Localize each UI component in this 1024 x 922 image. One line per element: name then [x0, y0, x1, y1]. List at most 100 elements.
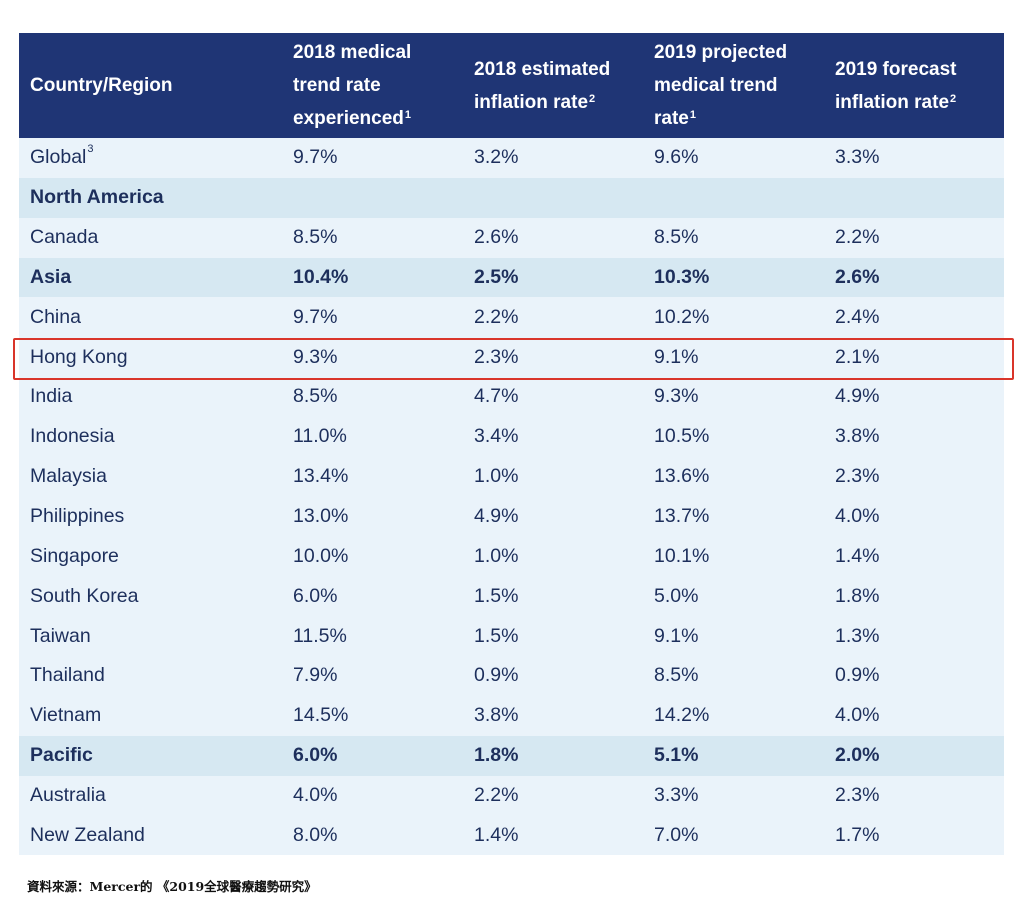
cell-v3: 10.2% — [654, 305, 710, 328]
cell-v4: 1.8% — [835, 584, 880, 607]
cell-country: Australia — [30, 783, 106, 806]
table-row: Indonesia 11.0% 3.4% 10.5% 3.8% — [19, 416, 1004, 457]
cell-country: Vietnam — [30, 704, 102, 727]
cell-v3: 9.3% — [654, 385, 699, 408]
cell-country: New Zealand — [30, 823, 145, 846]
table-row: Taiwan 11.5% 1.5% 9.1% 1.3% — [19, 616, 1004, 656]
cell-v1: 6.0% — [293, 744, 338, 767]
cell-v2: 1.0% — [474, 544, 519, 567]
cell-country: Thailand — [30, 664, 105, 687]
cell-v4: 1.4% — [835, 544, 880, 567]
cell-v1: 10.4% — [293, 265, 349, 288]
cell-v2: 4.7% — [474, 385, 519, 408]
cell-v4: 4.9% — [835, 385, 880, 408]
cell-v1: 4.0% — [293, 783, 338, 806]
cell-country: Philippines — [30, 505, 125, 528]
table-row: China 9.7% 2.2% 10.2% 2.4% — [19, 297, 1004, 338]
cell-v3: 5.0% — [654, 584, 699, 607]
cell-v2: 1.8% — [474, 744, 519, 767]
cell-v2: 0.9% — [474, 664, 519, 687]
cell-v2: 3.2% — [474, 146, 519, 169]
cell-v4: 3.3% — [835, 146, 880, 169]
table-row: Hong Kong 9.3% 2.3% 9.1% 2.1% — [19, 337, 1004, 378]
cell-v2: 1.0% — [474, 465, 519, 488]
cell-v4: 2.6% — [835, 265, 880, 288]
cell-v3: 10.3% — [654, 265, 710, 288]
cell-country: Global3 — [30, 143, 94, 169]
cell-v1: 9.7% — [293, 146, 338, 169]
cell-v2: 3.4% — [474, 425, 519, 448]
cell-v1: 9.7% — [293, 305, 338, 328]
table-row: Vietnam 14.5% 3.8% 14.2% 4.0% — [19, 695, 1004, 736]
cell-v2: 1.5% — [474, 584, 519, 607]
cell-v3: 8.5% — [654, 226, 699, 249]
cell-v2: 3.8% — [474, 704, 519, 727]
cell-v3: 13.7% — [654, 505, 710, 528]
table-row: Canada 8.5% 2.6% 8.5% 2.2% — [19, 217, 1004, 258]
header-2019-medical-trend: 2019 projected medical trend rate1 — [654, 42, 788, 129]
cell-country: Hong Kong — [30, 345, 128, 368]
medical-trend-table: Country/Region 2018 medical trend rate e… — [19, 33, 1004, 856]
table-row: Australia 4.0% 2.2% 3.3% 2.3% — [19, 775, 1004, 816]
header-2018-medical-trend: 2018 medical trend rate experienced1 — [293, 42, 412, 129]
cell-v1: 11.0% — [293, 425, 347, 448]
table-row: Thailand 7.9% 0.9% 8.5% 0.9% — [19, 655, 1004, 696]
highlight-box-hong-kong — [13, 338, 1014, 380]
cell-country: India — [30, 385, 73, 408]
cell-country: Asia — [30, 265, 72, 288]
table-group-row: Asia 10.4% 2.5% 10.3% 2.6% — [19, 257, 1004, 298]
cell-country: Singapore — [30, 544, 119, 567]
cell-v3: 9.1% — [654, 624, 699, 647]
table-row: South Korea 6.0% 1.5% 5.0% 1.8% — [19, 576, 1004, 617]
table-row: Philippines 13.0% 4.9% 13.7% 4.0% — [19, 496, 1004, 537]
cell-v1: 11.5% — [293, 624, 347, 647]
table-row: Singapore 10.0% 1.0% 10.1% 1.4% — [19, 536, 1004, 577]
cell-v2: 2.5% — [474, 265, 519, 288]
table-group-row: North America — [19, 177, 1004, 218]
cell-v2: 2.2% — [474, 305, 519, 328]
table-row: Global3 9.7% 3.2% 9.6% 3.3% — [19, 138, 1004, 178]
cell-country: Malaysia — [30, 465, 107, 488]
cell-v4: 2.1% — [835, 345, 880, 368]
cell-v4: 2.0% — [835, 744, 880, 767]
cell-v4: 2.4% — [835, 305, 880, 328]
cell-v2: 2.2% — [474, 783, 519, 806]
table-header: Country/Region 2018 medical trend rate e… — [19, 33, 1004, 138]
cell-country: Canada — [30, 226, 99, 249]
header-2018-inflation: 2018 estimated inflation rate2 — [474, 58, 611, 113]
cell-v3: 9.6% — [654, 146, 699, 169]
cell-v4: 1.3% — [835, 624, 880, 647]
table-row: New Zealand 8.0% 1.4% 7.0% 1.7% — [19, 815, 1004, 856]
cell-v3: 10.1% — [654, 544, 710, 567]
cell-v2: 1.4% — [474, 823, 519, 846]
cell-country: Taiwan — [30, 624, 91, 647]
cell-v1: 13.4% — [293, 465, 349, 488]
cell-v1: 8.5% — [293, 226, 338, 249]
cell-v2: 2.3% — [474, 345, 519, 368]
cell-v1: 13.0% — [293, 505, 349, 528]
cell-v4: 2.3% — [835, 465, 880, 488]
cell-v1: 8.5% — [293, 385, 338, 408]
cell-v3: 8.5% — [654, 664, 699, 687]
cell-v3: 9.1% — [654, 345, 699, 368]
table-body: Global3 9.7% 3.2% 9.6% 3.3% North America Cana… — [19, 138, 1004, 856]
cell-v4: 4.0% — [835, 704, 880, 727]
header-country-region: Country/Region — [30, 75, 173, 96]
cell-v1: 9.3% — [293, 345, 338, 368]
header-2019-inflation: 2019 forecast inflation rate2 — [835, 58, 957, 113]
cell-country: China — [30, 305, 81, 328]
table-row: India 8.5% 4.7% 9.3% 4.9% — [19, 377, 1004, 417]
source-note: 資料來源：Mercer的 《2019全球醫療趨勢研究》 — [27, 879, 317, 894]
cell-v3: 7.0% — [654, 823, 699, 846]
cell-v4: 2.3% — [835, 783, 880, 806]
cell-v1: 8.0% — [293, 823, 338, 846]
table-group-row: Pacific 6.0% 1.8% 5.1% 2.0% — [19, 735, 1004, 776]
cell-v1: 10.0% — [293, 544, 349, 567]
cell-v1: 6.0% — [293, 584, 338, 607]
cell-v4: 3.8% — [835, 425, 880, 448]
cell-v1: 7.9% — [293, 664, 338, 687]
cell-v1: 14.5% — [293, 704, 349, 727]
cell-v3: 14.2% — [654, 704, 710, 727]
cell-country: Indonesia — [30, 425, 115, 448]
cell-v3: 13.6% — [654, 465, 710, 488]
